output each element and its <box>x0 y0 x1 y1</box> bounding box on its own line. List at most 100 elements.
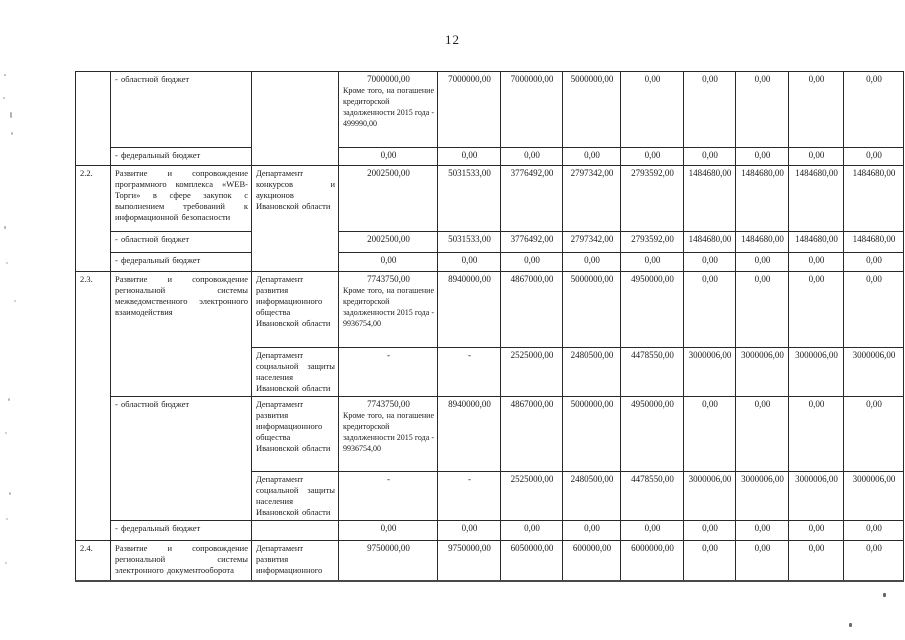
amount-cell: 5031533,00 <box>437 231 501 253</box>
amount-cell: - <box>338 471 438 521</box>
amount-cell: 0,00 <box>338 520 438 541</box>
page-number: 12 <box>445 32 460 47</box>
amount-cell: 1484680,00 <box>683 165 736 232</box>
amount-cell: 0,00 <box>735 396 789 472</box>
amount-cell: 3000006,00 <box>683 347 736 397</box>
amount-cell: 0,00 <box>683 540 736 581</box>
amount-cell: 4950000,00 <box>620 396 684 472</box>
amount-cell: 1484680,00 <box>683 231 736 253</box>
amount-cell: - <box>338 347 438 397</box>
amount-cell: 0,00 <box>562 520 621 541</box>
amount-cell: 0,00 <box>500 252 563 272</box>
amount-cell: 4867000,00 <box>500 271 563 348</box>
amount-cell: 4950000,00 <box>620 271 684 348</box>
measure-title: Развитие и сопровождение региональной си… <box>110 540 252 581</box>
table-body: - областной бюджет 7000000,00 Кроме того, … <box>75 71 904 581</box>
table-row: - федеральный бюджет 0,00 0,00 0,00 0,00 0,00… <box>76 147 904 166</box>
amount-cell: 0,00 <box>437 520 501 541</box>
table-row: - федеральный бюджет 0,00 0,00 0,00 0,00 0,00… <box>76 252 904 272</box>
scan-artifact <box>8 398 10 401</box>
amount-cell: - <box>437 471 501 521</box>
amount-cell: 0,00 <box>788 252 844 272</box>
table-row: Департамент социальной защиты населения … <box>76 471 904 521</box>
amount-cell: 8940000,00 <box>437 396 501 472</box>
budget-line-label: - федеральный бюджет <box>110 252 252 272</box>
amount-cell: 1484680,00 <box>843 231 904 253</box>
amount-cell: 4478550,00 <box>620 471 684 521</box>
amount-cell: 0,00 <box>843 271 904 348</box>
amount-cell: 2525000,00 <box>500 471 563 521</box>
amount-cell: 0,00 <box>500 520 563 541</box>
amount-cell: 2797342,00 <box>562 165 621 232</box>
amount-cell: 0,00 <box>437 252 501 272</box>
row-number-cell: 2.4. <box>75 540 111 581</box>
amount-cell: 1484680,00 <box>788 231 844 253</box>
scan-artifact <box>5 562 7 564</box>
amount-cell: 2525000,00 <box>500 347 563 397</box>
department-cell: Департамент развития информационного общ… <box>251 396 339 472</box>
amount-cell: 9750000,00 <box>437 540 501 581</box>
amount-cell: 0,00 <box>843 520 904 541</box>
amount-cell: 3000006,00 <box>683 471 736 521</box>
scan-artifact <box>4 74 6 76</box>
amount-cell: 0,00 <box>437 147 501 166</box>
amount-cell: 0,00 <box>562 147 621 166</box>
amount-cell: 7000000,00 Кроме того, на погашение креди… <box>338 71 438 148</box>
amount-cell: 3776492,00 <box>500 165 563 232</box>
budget-line-label: - федеральный бюджет <box>110 147 252 166</box>
department-cell <box>251 71 339 166</box>
amount-cell: 7000000,00 <box>437 71 501 148</box>
amount-cell: 0,00 <box>620 252 684 272</box>
amount-cell: 9750000,00 <box>338 540 438 581</box>
amount-cell: 5000000,00 <box>562 396 621 472</box>
amount-cell: 0,00 <box>620 71 684 148</box>
amount-cell: 0,00 <box>500 147 563 166</box>
amount-cell: 2480500,00 <box>562 347 621 397</box>
amount-cell: 7743750,00 Кроме того, на погашение креди… <box>338 396 438 472</box>
scan-artifact <box>6 518 8 520</box>
amount-cell: 0,00 <box>788 396 844 472</box>
table-row: Департамент социальной защиты населения … <box>76 347 904 397</box>
amount-cell: 2793592,00 <box>620 165 684 232</box>
amount-cell: 3776492,00 <box>500 231 563 253</box>
table-row: - областной бюджет Департамент развития и… <box>76 396 904 521</box>
amount-cell: 5031533,00 <box>437 165 501 232</box>
amount-cell: 0,00 <box>683 520 736 541</box>
table-row: 2.3. Развитие и сопровождение регионально… <box>75 271 904 541</box>
table-row: - областной бюджет 2002500,00 5031533,00 37… <box>76 231 904 253</box>
amount-cell: 0,00 <box>683 252 736 272</box>
measure-title: Развитие и сопровождение региональной си… <box>110 271 252 397</box>
budget-line-label: - областной бюджет <box>110 71 252 148</box>
department-cell: Департамент социальной защиты населения … <box>251 347 339 397</box>
amount-cell: 6050000,00 <box>500 540 563 581</box>
amount-cell: 8940000,00 <box>437 271 501 348</box>
amount-cell: 0,00 <box>683 396 736 472</box>
scan-artifact <box>14 300 16 302</box>
table-row: 2.2. Развитие и сопровождение программног… <box>75 165 904 272</box>
amount-cell: 0,00 <box>843 396 904 472</box>
amount-cell: 0,00 <box>683 147 736 166</box>
scan-artifact <box>883 593 886 597</box>
budget-line-label: - областной бюджет <box>110 231 252 253</box>
amount-cell: 0,00 <box>843 540 904 581</box>
amount-cell: 0,00 <box>338 252 438 272</box>
amount-cell: 0,00 <box>562 252 621 272</box>
amount-cell: 0,00 <box>735 71 789 148</box>
budget-line-label: - областной бюджет <box>110 396 252 521</box>
amount-cell: - <box>437 347 501 397</box>
amount-cell: 3000006,00 <box>843 347 904 397</box>
amount-cell: 1484680,00 <box>843 165 904 232</box>
amount-cell: 0,00 <box>620 520 684 541</box>
row-number-cell: 2.2. <box>75 165 111 272</box>
amount-cell: 7000000,00 <box>500 71 563 148</box>
amount-cell: 5000000,00 <box>562 71 621 148</box>
budget-table: - областной бюджет 7000000,00 Кроме того, … <box>75 71 904 582</box>
amount-cell: 600000,00 <box>562 540 621 581</box>
amount-cell: 2002500,00 <box>338 231 438 253</box>
amount-cell: 0,00 <box>683 271 736 348</box>
row-number-cell <box>75 71 111 166</box>
scan-artifact <box>3 97 5 99</box>
amount-cell: 3000006,00 <box>788 471 844 521</box>
department-cell: Департамент развития информационного <box>251 540 339 581</box>
amount-cell: 0,00 <box>843 252 904 272</box>
